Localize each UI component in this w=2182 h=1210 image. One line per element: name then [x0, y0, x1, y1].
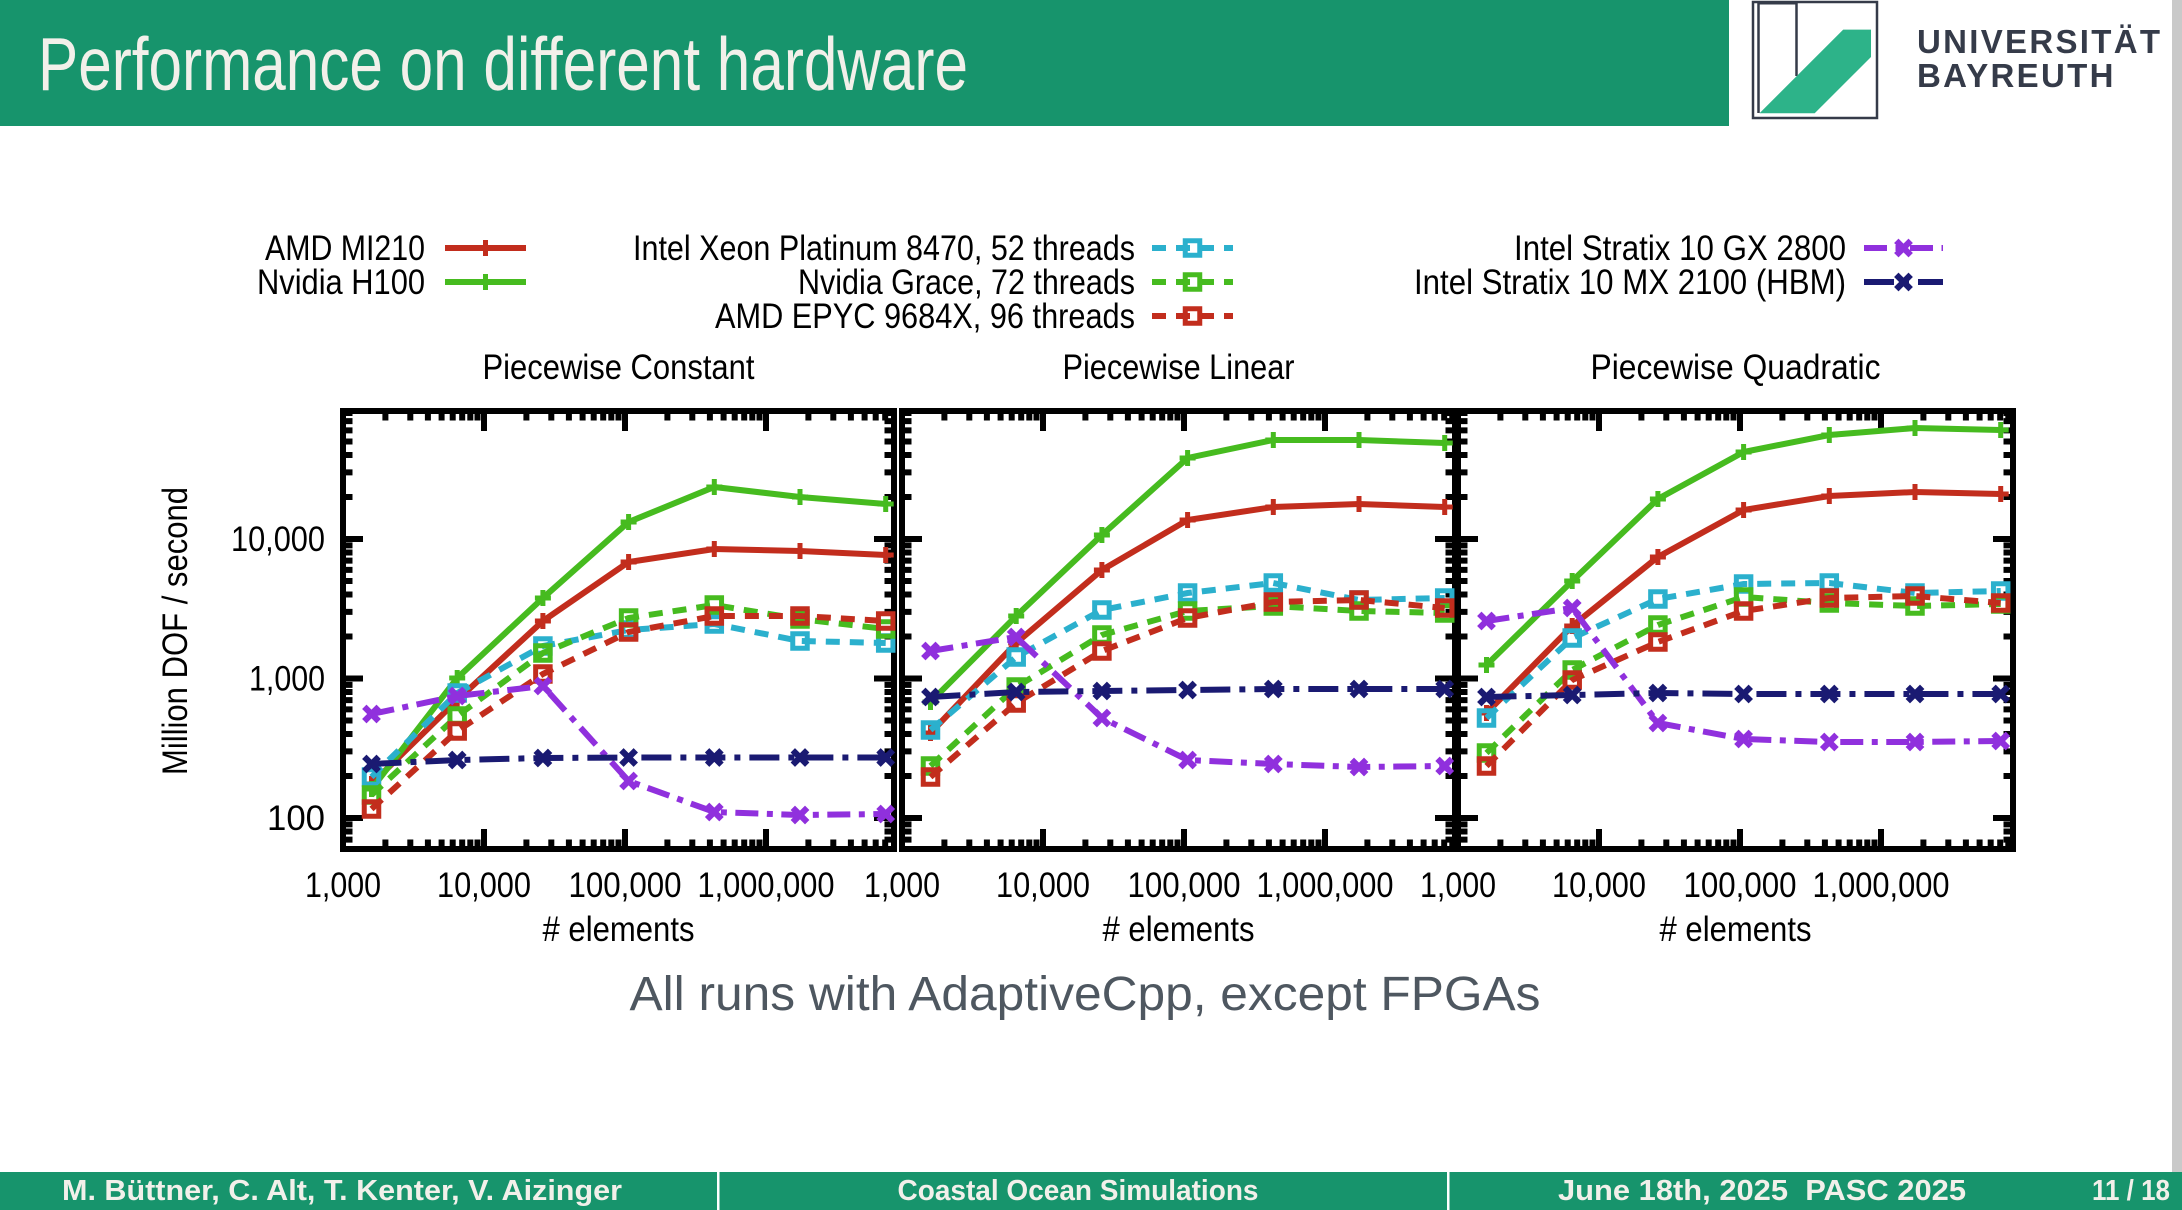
svg-text:100,000: 100,000 [569, 866, 682, 905]
svg-text:11 / 18: 11 / 18 [2092, 1175, 2170, 1207]
svg-text:1,000,000: 1,000,000 [698, 866, 835, 905]
svg-text:Coastal Ocean Simulations: Coastal Ocean Simulations [898, 1175, 1259, 1207]
svg-text:BAYREUTH: BAYREUTH [1917, 57, 2116, 94]
svg-text:Nvidia H100: Nvidia H100 [257, 263, 425, 302]
svg-text:All runs with AdaptiveCpp, exc: All runs with AdaptiveCpp, except FPGAs [630, 968, 1541, 1021]
svg-text:Million DOF / second: Million DOF / second [156, 487, 195, 775]
svg-text:AMD MI210: AMD MI210 [265, 229, 425, 268]
svg-text:# elements: # elements [1660, 910, 1812, 949]
svg-text:1,000: 1,000 [864, 866, 940, 905]
svg-text:100: 100 [267, 799, 325, 838]
svg-text:1,000: 1,000 [1420, 866, 1496, 905]
svg-text:10,000: 10,000 [231, 520, 325, 559]
svg-text:Intel Stratix 10 GX 2800: Intel Stratix 10 GX 2800 [1514, 229, 1846, 268]
svg-text:Piecewise Constant: Piecewise Constant [483, 348, 755, 387]
svg-text:10,000: 10,000 [1552, 866, 1646, 905]
svg-text:Performance on different hardw: Performance on different hardware [38, 22, 968, 106]
svg-text:Piecewise Quadratic: Piecewise Quadratic [1591, 348, 1881, 387]
svg-text:1,000: 1,000 [305, 866, 381, 905]
svg-text:10,000: 10,000 [437, 866, 531, 905]
svg-text:UNIVERSITÄT: UNIVERSITÄT [1917, 23, 2162, 60]
svg-text:Intel Stratix 10 MX 2100 (HBM): Intel Stratix 10 MX 2100 (HBM) [1414, 263, 1846, 302]
svg-text:Nvidia Grace, 72 threads: Nvidia Grace, 72 threads [798, 263, 1135, 302]
svg-text:100,000: 100,000 [1684, 866, 1797, 905]
svg-text:Intel Xeon Platinum 8470, 52 t: Intel Xeon Platinum 8470, 52 threads [633, 229, 1135, 268]
svg-text:AMD EPYC 9684X, 96 threads: AMD EPYC 9684X, 96 threads [715, 297, 1135, 336]
svg-text:10,000: 10,000 [996, 866, 1090, 905]
svg-text:1,000: 1,000 [249, 660, 325, 699]
svg-text:# elements: # elements [1103, 910, 1255, 949]
svg-text:1,000,000: 1,000,000 [1813, 866, 1950, 905]
svg-text:100,000: 100,000 [1128, 866, 1241, 905]
svg-text:June 18th, 2025 PASC 2025: June 18th, 2025 PASC 2025 [1558, 1175, 1966, 1207]
svg-text:M. Büttner, C. Alt, T. Kenter,: M. Büttner, C. Alt, T. Kenter, V. Aizing… [62, 1175, 622, 1207]
svg-text:Piecewise Linear: Piecewise Linear [1063, 348, 1295, 387]
svg-text:# elements: # elements [543, 910, 695, 949]
svg-text:1,000,000: 1,000,000 [1257, 866, 1394, 905]
